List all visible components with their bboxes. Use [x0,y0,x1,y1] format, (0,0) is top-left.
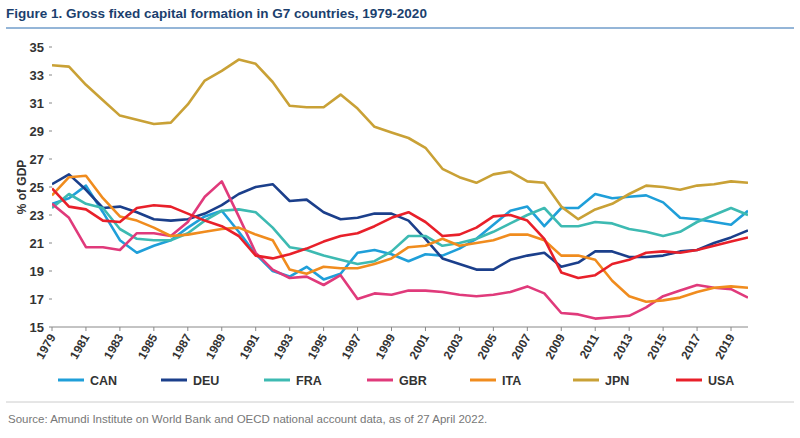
x-tick [357,327,358,331]
x-tick [425,327,426,331]
x-tick [221,327,222,331]
x-tick [731,327,732,331]
y-tick [49,47,52,48]
x-tick [85,327,86,331]
x-tick [119,327,120,331]
x-tick-label: 1989 [203,331,229,361]
y-tick-label: 27 [30,152,44,167]
x-tick [52,327,53,331]
x-tick [323,327,324,331]
legend-swatch [573,379,599,382]
series-line [52,174,748,269]
chart: Figure 1. Gross fixed capital formation … [0,0,800,438]
series-line [52,176,748,302]
x-tick [697,327,698,331]
y-tick [49,159,52,160]
y-tick [49,271,52,272]
series-line [52,188,748,278]
x-tick [459,327,460,331]
x-tick-label: 2003 [441,331,467,361]
series-line [52,181,748,318]
x-axis-line [52,327,748,328]
y-tick-label: 17 [30,292,44,307]
x-tick-label: 2017 [678,331,704,361]
x-tick-label: 2009 [542,331,568,361]
y-tick [49,187,52,188]
x-tick [595,327,596,331]
legend-label: USA [708,374,734,388]
title: Figure 1. Gross fixed capital formation … [6,6,427,21]
y-tick-label: 29 [30,124,44,139]
x-tick-label: 2007 [508,331,534,361]
x-tick [391,327,392,331]
y-axis-label: % of GDP [15,160,29,215]
x-tick-label: 1981 [67,331,93,361]
series-line [52,60,748,220]
x-tick-label: 1997 [339,331,365,361]
x-tick-label: 2013 [610,331,636,361]
x-tick [629,327,630,331]
x-tick-label: 2001 [407,331,433,361]
x-tick-label: 1991 [237,331,263,361]
x-tick [255,327,256,331]
source-rule [6,402,794,403]
y-tick [49,243,52,244]
x-tick-label: 1985 [135,331,161,361]
y-tick [49,103,52,104]
x-tick [527,327,528,331]
legend-swatch [470,379,496,382]
x-tick [153,327,154,331]
legend-swatch [161,379,187,382]
y-tick-label: 35 [30,40,44,55]
x-tick-label: 1979 [33,331,59,361]
x-tick-label: 2011 [577,331,602,361]
x-tick [561,327,562,331]
x-tick-label: 1983 [101,331,127,361]
x-tick-label: 2015 [644,331,670,361]
x-tick [493,327,494,331]
legend-label: DEU [193,374,219,388]
y-tick [49,75,52,76]
y-tick-label: 33 [30,68,44,83]
title-rule [6,28,794,29]
legend-label: CAN [90,374,117,388]
legend-swatch [367,379,393,382]
y-tick-label: 15 [30,320,44,335]
legend-swatch [264,379,290,382]
y-tick-label: 31 [30,96,44,111]
y-tick [49,215,52,216]
y-tick-label: 21 [30,236,44,251]
y-tick [49,131,52,132]
legend-label: ITA [502,374,521,388]
y-tick [49,299,52,300]
y-tick-label: 25 [30,180,44,195]
x-tick [187,327,188,331]
legend-label: JPN [605,374,629,388]
legend-swatch [58,379,84,382]
x-tick-label: 1987 [169,331,195,361]
x-tick-label: 2005 [474,331,500,361]
x-tick-label: 1999 [373,331,399,361]
x-tick-label: 1995 [305,331,331,361]
x-tick-label: 2019 [712,331,738,361]
legend-swatch [676,379,702,382]
x-tick-label: 1993 [271,331,297,361]
lines [52,60,748,319]
x-tick [289,327,290,331]
legend-label: GBR [399,374,427,388]
y-tick-label: 23 [30,208,44,223]
x-tick [663,327,664,331]
source: Source: Amundi Institute on World Bank a… [8,413,487,425]
y-tick-label: 19 [30,264,44,279]
legend-label: FRA [296,374,322,388]
